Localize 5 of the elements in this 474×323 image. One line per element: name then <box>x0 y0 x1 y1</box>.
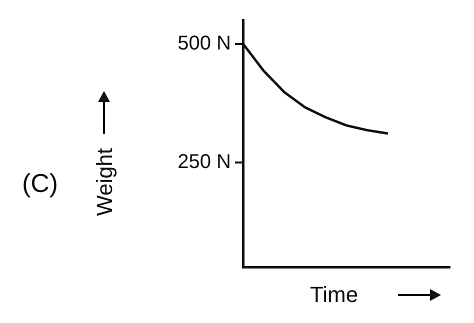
y-axis-title: Weight <box>92 148 118 216</box>
y-tick-label: 500 N <box>178 32 231 54</box>
x-axis-title: Time <box>310 282 358 308</box>
text: (C) <box>22 168 58 199</box>
y-tick-label: 250 N <box>178 151 231 174</box>
